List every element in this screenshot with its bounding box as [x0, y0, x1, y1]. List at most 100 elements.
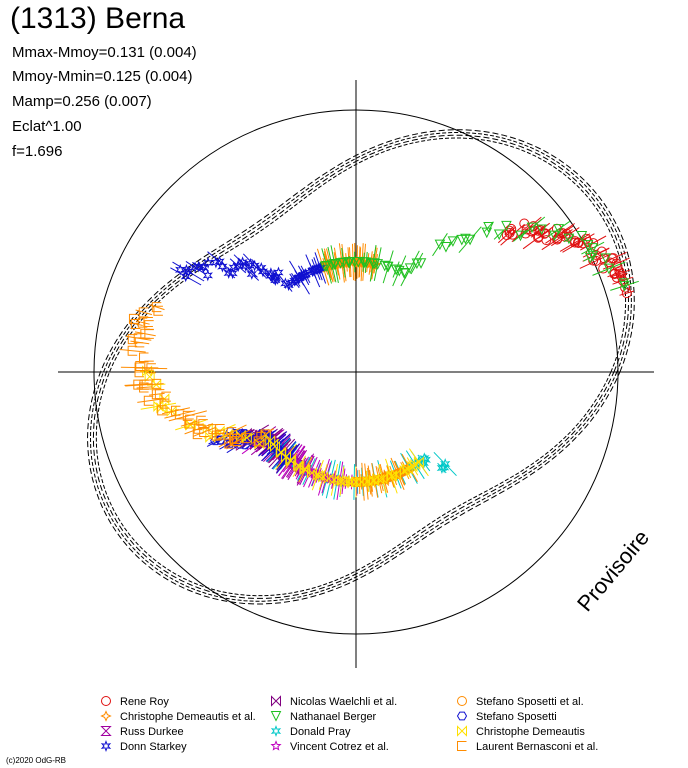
- data-point: [139, 382, 149, 393]
- error-bar: [583, 254, 598, 262]
- chart-title: (1313) Berna: [10, 2, 186, 35]
- error-bar: [433, 451, 457, 477]
- data-point: [127, 345, 138, 356]
- error-bar: [394, 460, 406, 485]
- data-point: [240, 433, 251, 444]
- data-point: [245, 257, 256, 270]
- data-point: [569, 237, 580, 248]
- legend-marker: [456, 711, 468, 721]
- data-point: [151, 302, 162, 313]
- error-bar: [579, 252, 613, 269]
- error-bar: [400, 250, 420, 287]
- error-bar: [164, 410, 196, 419]
- data-point: [507, 229, 518, 240]
- data-point: [329, 474, 340, 486]
- data-point: [615, 268, 626, 279]
- data-point: [413, 456, 424, 468]
- data-point: [141, 379, 152, 390]
- legend-label: Laurent Bernasconi et al.: [476, 741, 598, 753]
- data-point: [246, 268, 257, 280]
- data-point: [260, 429, 270, 440]
- data-point: [620, 282, 631, 293]
- data-point: [224, 438, 234, 449]
- data-point: [533, 231, 544, 242]
- data-point: [329, 258, 341, 270]
- error-bar: [401, 453, 418, 483]
- legend-marker: [271, 695, 281, 707]
- data-point: [270, 274, 281, 287]
- error-bar: [541, 229, 573, 251]
- error-bar: [180, 420, 198, 427]
- legend-marker: [270, 711, 282, 722]
- error-bar: [448, 235, 458, 248]
- data-point: [526, 222, 538, 234]
- stat-frequency: f=1.696: [12, 143, 63, 160]
- data-point: [223, 267, 234, 279]
- error-bar: [256, 428, 275, 441]
- error-bar: [373, 247, 382, 281]
- legend-label: Christophe Demeautis: [476, 726, 585, 738]
- data-point: [410, 458, 421, 471]
- series-rene-roy: [497, 216, 635, 299]
- data-point: [464, 234, 476, 246]
- error-bar: [362, 252, 365, 272]
- error-bar: [619, 290, 635, 296]
- error-bar: [289, 273, 300, 289]
- legend-marker: [100, 740, 112, 752]
- data-point: [483, 222, 494, 233]
- data-point: [241, 432, 252, 444]
- error-bar: [161, 407, 191, 415]
- error-bar: [545, 223, 575, 244]
- data-point: [398, 268, 410, 279]
- error-bar: [327, 246, 337, 283]
- data-point: [257, 265, 269, 278]
- data-point: [143, 395, 154, 406]
- error-bar: [538, 228, 551, 239]
- legend-label: Donald Pray: [290, 726, 351, 738]
- data-point: [159, 398, 170, 409]
- data-point: [156, 402, 167, 414]
- error-bar: [135, 309, 153, 316]
- legend-item: Stefano Sposetti et al.: [457, 696, 584, 708]
- data-point: [553, 224, 565, 235]
- legend-label: Stefano Sposetti et al.: [476, 696, 584, 708]
- data-point: [157, 405, 167, 416]
- stat-mmoy-mmin: Mmoy-Mmin=0.125 (0.004): [12, 68, 193, 85]
- legend-label: Vincent Cotrez et al.: [290, 741, 389, 753]
- data-point: [440, 242, 452, 253]
- legend-label: Russ Durkee: [120, 726, 184, 738]
- data-point: [358, 257, 369, 268]
- reference-circle: [93, 109, 619, 635]
- legend-label: Stefano Sposetti: [476, 711, 557, 723]
- model-curve: [89, 132, 632, 602]
- error-bar: [137, 398, 161, 403]
- data-point: [314, 470, 325, 482]
- data-point: [161, 391, 171, 402]
- data-point: [321, 260, 332, 272]
- error-bar: [125, 383, 164, 387]
- error-bar: [341, 468, 346, 495]
- data-point: [286, 455, 297, 467]
- data-point: [130, 319, 141, 330]
- error-bar: [229, 436, 246, 447]
- error-bar: [483, 221, 494, 233]
- data-point: [576, 231, 588, 242]
- error-bar: [233, 254, 258, 278]
- series-donn-starkey: [170, 251, 327, 295]
- data-point: [134, 367, 145, 378]
- data-point: [367, 258, 379, 269]
- data-point: [227, 267, 238, 280]
- data-point: [137, 317, 148, 328]
- data-point: [379, 260, 391, 272]
- legend-marker: [457, 741, 467, 751]
- data-point: [253, 436, 264, 447]
- data-point: [211, 430, 222, 441]
- error-bar: [193, 427, 216, 437]
- error-bar: [226, 435, 255, 454]
- data-point: [402, 463, 413, 475]
- data-point: [144, 320, 154, 331]
- error-bar: [184, 423, 213, 435]
- data-point: [193, 423, 204, 434]
- stat-eclat: Eclat^1.00: [12, 118, 82, 135]
- data-point: [135, 361, 145, 372]
